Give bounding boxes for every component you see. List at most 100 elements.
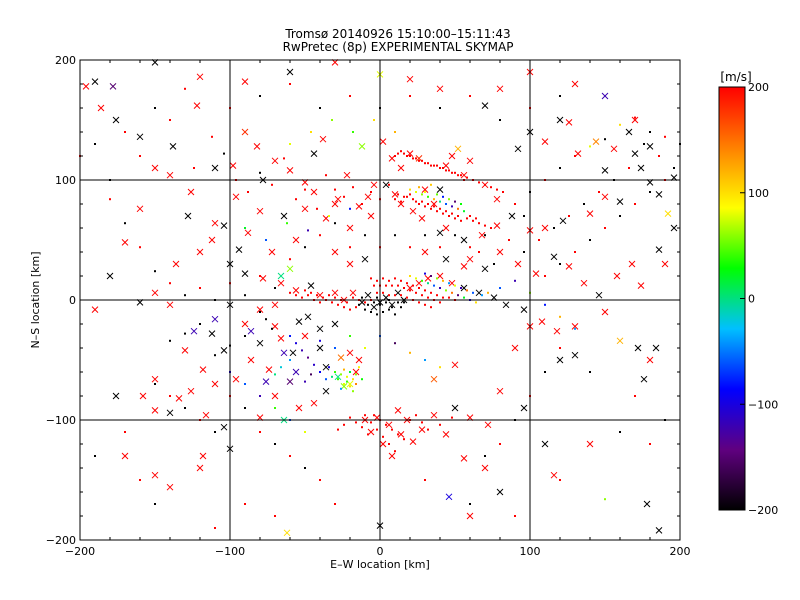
- x-marker: [553, 327, 561, 335]
- dot-marker: [247, 191, 249, 193]
- x-marker: [496, 248, 504, 256]
- dot-marker: [328, 366, 330, 369]
- dot-marker: [259, 275, 261, 277]
- x-marker: [235, 246, 243, 253]
- dot-marker: [604, 227, 606, 229]
- dot-marker: [400, 279, 402, 282]
- dot-marker: [394, 277, 396, 280]
- x-marker: [445, 493, 453, 501]
- dot-marker: [436, 193, 438, 196]
- x-marker: [310, 188, 318, 196]
- dot-marker: [124, 222, 126, 225]
- x-marker: [292, 236, 300, 244]
- dot-marker: [484, 183, 486, 186]
- x-marker: [586, 440, 594, 448]
- dot-marker: [184, 294, 186, 297]
- x-marker: [232, 193, 240, 201]
- dot-marker: [286, 222, 288, 225]
- x-marker: [280, 212, 288, 220]
- x-marker: [493, 222, 501, 229]
- x-marker: [151, 375, 159, 383]
- dot-marker: [343, 423, 345, 426]
- dot-marker: [397, 433, 399, 436]
- dot-marker: [376, 296, 378, 299]
- x-marker: [166, 301, 174, 309]
- dot-marker: [304, 380, 306, 383]
- dot-marker: [349, 95, 351, 97]
- dot-marker: [409, 275, 411, 277]
- dot-marker: [349, 335, 351, 337]
- dot-marker: [289, 258, 291, 261]
- chart-subtitle: RwPretec (8p) EXPERIMENTAL SKYMAP: [283, 40, 514, 54]
- x-marker: [388, 452, 396, 460]
- dot-marker: [442, 167, 444, 169]
- dot-marker: [313, 363, 315, 366]
- dot-marker: [304, 246, 306, 249]
- dot-marker: [460, 174, 462, 177]
- dot-marker: [451, 416, 453, 419]
- x-marker: [550, 253, 558, 261]
- dot-marker: [334, 222, 336, 225]
- colorbar-tick-label: 200: [748, 81, 769, 94]
- x-marker: [514, 145, 522, 153]
- x-marker: [301, 205, 309, 213]
- dot-marker: [442, 195, 444, 198]
- dot-marker: [481, 294, 483, 297]
- x-marker: [508, 212, 516, 220]
- dot-marker: [559, 95, 561, 97]
- x-marker: [436, 186, 444, 193]
- x-marker: [112, 392, 120, 400]
- x-marker: [121, 239, 129, 246]
- dot-marker: [295, 198, 297, 201]
- dot-marker: [448, 282, 450, 285]
- dot-marker: [421, 294, 423, 297]
- dot-marker: [544, 371, 546, 373]
- dot-marker: [394, 155, 396, 157]
- dot-marker: [406, 195, 408, 198]
- dot-marker: [649, 191, 651, 193]
- x-marker: [643, 500, 651, 508]
- x-marker: [346, 224, 354, 232]
- dot-marker: [364, 414, 366, 417]
- dot-marker: [94, 455, 96, 457]
- dot-marker: [538, 239, 540, 241]
- dot-marker: [364, 234, 366, 237]
- x-marker: [346, 260, 354, 268]
- x-marker: [601, 92, 609, 100]
- dot-marker: [304, 188, 306, 191]
- x-tick-label: −200: [65, 545, 95, 558]
- dot-marker: [424, 289, 426, 292]
- x-marker: [364, 291, 372, 299]
- dot-marker: [424, 303, 426, 306]
- dot-marker: [559, 167, 561, 169]
- dot-marker: [412, 198, 414, 201]
- dot-marker: [334, 503, 336, 505]
- x-marker: [166, 483, 174, 491]
- x-marker: [430, 375, 438, 383]
- x-marker: [241, 270, 249, 277]
- x-marker: [370, 303, 378, 311]
- x-marker: [442, 255, 450, 263]
- x-marker: [196, 464, 204, 472]
- x-marker: [139, 392, 147, 400]
- y-tick-label: −200: [46, 534, 76, 547]
- x-marker: [460, 263, 468, 270]
- dot-marker: [427, 282, 429, 285]
- x-marker: [406, 75, 414, 83]
- dot-marker: [382, 291, 384, 294]
- dot-marker: [337, 428, 339, 431]
- dot-marker: [316, 294, 318, 297]
- dot-marker: [415, 291, 417, 294]
- dot-marker: [457, 294, 459, 297]
- dot-marker: [397, 301, 399, 304]
- dot-marker: [331, 301, 333, 304]
- x-marker: [601, 167, 609, 174]
- x-marker: [631, 116, 639, 124]
- x-marker: [91, 78, 99, 85]
- dot-marker: [349, 246, 351, 249]
- x-marker: [220, 423, 228, 431]
- chart-title: Tromsø 20140926 15:10:00–15:11:43: [284, 27, 510, 41]
- x-marker: [634, 344, 642, 352]
- x-marker: [397, 200, 405, 208]
- dot-marker: [358, 366, 360, 369]
